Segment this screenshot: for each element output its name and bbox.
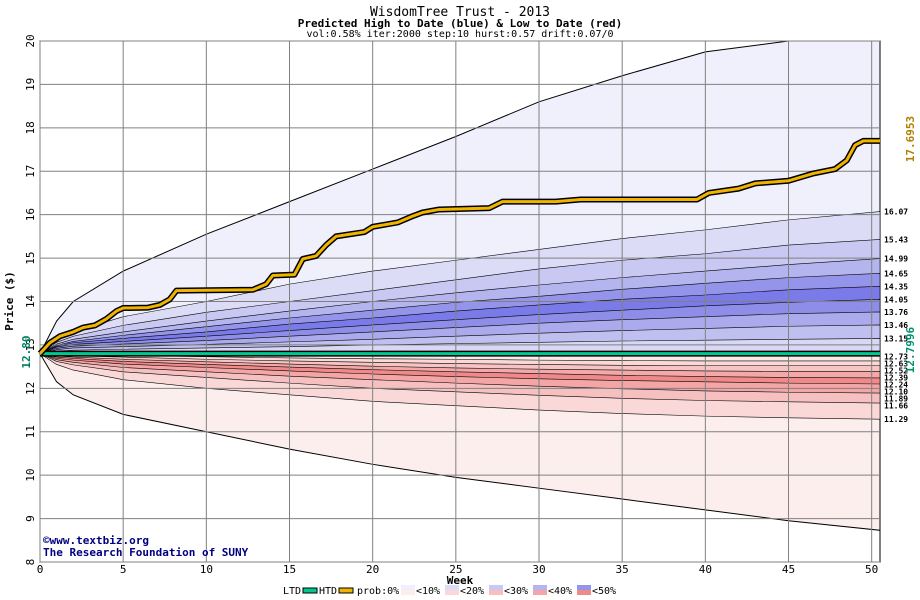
- right-value-label: 11.66: [884, 402, 908, 411]
- right-value-label: 15.43: [884, 235, 908, 244]
- chart-title: WisdomTree Trust - 2013: [370, 5, 550, 20]
- y-tick-label: 18: [24, 121, 37, 134]
- x-axis-label: Week: [447, 574, 474, 587]
- x-tick-label: 30: [532, 563, 545, 576]
- legend-swatch-top: [577, 585, 591, 590]
- legend-prob-label: prob:0%: [357, 586, 399, 597]
- x-tick-label: 15: [283, 563, 296, 576]
- legend-swatch-top: [445, 585, 459, 590]
- copyright-text: ©www.textbiz.org: [43, 534, 149, 547]
- y-tick-label: 16: [24, 208, 37, 221]
- start-price-label: 12.80: [20, 335, 33, 368]
- x-tick-label: 0: [37, 563, 44, 576]
- legend-swatch-top: [533, 585, 547, 590]
- right-value-label: 13.15: [884, 334, 908, 343]
- legend-swatch-bottom: [401, 590, 415, 595]
- axis-ticks: 0 5 10 15 20 25 30 35 40 45 50 8 9 10 11 12 13 14 15 16 17 18…: [24, 34, 878, 576]
- legend-item-label: <30%: [504, 586, 528, 597]
- right-labels: 16.07 15.43 14.99 14.65 14.35 14.05 13.76 13.46…: [884, 208, 908, 425]
- right-value-label: 14.05: [884, 295, 908, 304]
- legend-htd-swatch: [338, 587, 354, 594]
- x-tick-label: 45: [782, 563, 795, 576]
- legend-item-label: <40%: [548, 586, 572, 597]
- chart-params: vol:0.58% iter:2000 step:10 hurst:0.57 d…: [306, 29, 613, 40]
- y-tick-label: 11: [24, 425, 37, 438]
- legend: LTD HTD prob:0% <10% <20% <30% <40% <50%: [283, 585, 616, 597]
- foundation-text: The Research Foundation of SUNY: [43, 546, 249, 559]
- price-lines: [37, 137, 880, 357]
- right-value-label: 11.29: [884, 415, 908, 424]
- y-tick-label: 15: [24, 251, 37, 264]
- legend-item-label: <20%: [460, 586, 484, 597]
- y-tick-label: 9: [24, 515, 37, 522]
- right-value-label: 13.46: [884, 321, 908, 330]
- y-tick-label: 8: [24, 559, 37, 566]
- right-value-label: 16.07: [884, 208, 908, 217]
- legend-item-label: <10%: [416, 586, 440, 597]
- y-tick-label: 13: [24, 338, 37, 351]
- legend-swatch-bottom: [445, 590, 459, 595]
- right-value-label: 14.65: [884, 269, 908, 278]
- x-tick-label: 50: [865, 563, 878, 576]
- x-tick-label: 25: [449, 563, 462, 576]
- legend-swatch-bottom: [533, 590, 547, 595]
- y-tick-label: 10: [24, 469, 37, 482]
- htd-line: [38, 139, 880, 355]
- right-value-label: 12.24: [884, 381, 908, 390]
- legend-ltd-label: LTD: [283, 586, 301, 597]
- x-tick-label: 40: [699, 563, 712, 576]
- right-value-label: 11.89: [884, 395, 908, 404]
- y-tick-label: 19: [24, 78, 37, 91]
- y-tick-label: 14: [24, 295, 37, 309]
- legend-swatch-top: [489, 585, 503, 590]
- legend-htd-label: HTD: [319, 586, 337, 597]
- y-axis-label: Price ($): [3, 271, 16, 331]
- right-value-label: 14.99: [884, 255, 908, 264]
- right-value-label: 12.73: [884, 353, 908, 362]
- grid-lines: [39, 40, 880, 563]
- x-tick-label: 10: [200, 563, 213, 576]
- right-value-label: 12.52: [884, 367, 908, 376]
- right-value-label: 12.39: [884, 374, 908, 383]
- right-value-label: 14.35: [884, 282, 908, 291]
- right-value-label: 12.10: [884, 388, 908, 397]
- right-value-label: 12.63: [884, 360, 908, 369]
- x-tick-label: 35: [616, 563, 629, 576]
- y-tick-label: 17: [24, 165, 37, 178]
- y-tick-label: 20: [24, 34, 37, 47]
- legend-swatch-bottom: [489, 590, 503, 595]
- legend-swatch-top: [401, 585, 415, 590]
- legend-item-label: <50%: [592, 586, 616, 597]
- x-tick-label: 5: [120, 563, 127, 576]
- legend-swatch-bottom: [577, 590, 591, 595]
- x-tick-label: 20: [366, 563, 379, 576]
- gold-end-label: 17.6953: [904, 116, 917, 162]
- y-tick-label: 12: [24, 382, 37, 395]
- green-end-label: 12.7996: [904, 326, 917, 373]
- legend-ltd-swatch: [302, 587, 318, 594]
- right-value-label: 13.76: [884, 308, 908, 317]
- probability-bands: [38, 40, 881, 531]
- chart-subtitle: Predicted High to Date (blue) & Low to D…: [298, 17, 623, 30]
